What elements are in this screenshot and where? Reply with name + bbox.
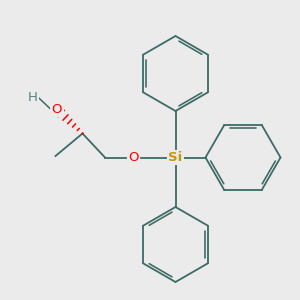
Text: H: H bbox=[28, 91, 38, 104]
Text: O: O bbox=[128, 151, 139, 164]
Text: O: O bbox=[52, 103, 62, 116]
Text: Si: Si bbox=[168, 151, 183, 164]
